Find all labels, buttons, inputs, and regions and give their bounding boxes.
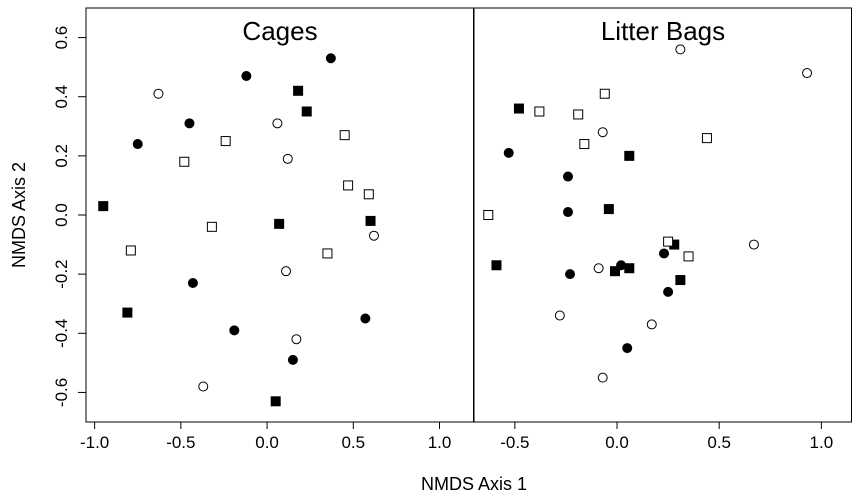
panel-frame bbox=[473, 7, 852, 423]
filled-square-point bbox=[270, 396, 281, 407]
filled-square-point bbox=[122, 307, 133, 318]
y-tick-label: -0.4 bbox=[52, 319, 71, 348]
open-circle-point bbox=[153, 88, 164, 99]
open-circle-point bbox=[291, 334, 302, 345]
filled-square-point bbox=[675, 275, 686, 286]
y-axis-title: NMDS Axis 2 bbox=[9, 162, 29, 268]
open-circle-point bbox=[272, 118, 283, 129]
open-circle-point bbox=[748, 239, 759, 250]
open-circle-point bbox=[281, 266, 292, 277]
filled-circle-point bbox=[503, 147, 514, 158]
x-tick-label: 0.5 bbox=[707, 433, 731, 452]
filled-circle-point bbox=[132, 139, 143, 150]
y-tick-label: 0.2 bbox=[52, 144, 71, 168]
panel-litter-bags: Litter Bags -0.5 0.0 0.5 1.0 bbox=[473, 7, 852, 452]
filled-circle-point bbox=[622, 343, 633, 354]
filled-square-point bbox=[624, 150, 635, 161]
open-square-point bbox=[573, 109, 584, 120]
y-tick-label: 0.6 bbox=[52, 26, 71, 50]
open-square-point bbox=[534, 106, 545, 117]
filled-square-point bbox=[293, 85, 304, 96]
filled-circle-point bbox=[325, 53, 336, 64]
x-tick-label: 0.0 bbox=[255, 433, 279, 452]
filled-square-point bbox=[274, 218, 285, 229]
open-square-point bbox=[339, 130, 350, 141]
open-circle-point bbox=[597, 127, 608, 138]
filled-circle-point bbox=[659, 248, 670, 259]
open-circle-point bbox=[646, 319, 657, 330]
open-square-point bbox=[483, 210, 494, 220]
y-tick-label: 0.0 bbox=[52, 203, 71, 227]
filled-square-point bbox=[624, 263, 635, 274]
open-circle-point bbox=[597, 372, 608, 383]
x-tick-label: 1.0 bbox=[810, 433, 834, 452]
open-square-point bbox=[599, 88, 610, 99]
x-tick-label: -0.5 bbox=[166, 433, 195, 452]
open-square-point bbox=[322, 248, 333, 259]
open-square-point bbox=[343, 180, 354, 191]
y-axis: -0.6 -0.4 -0.2 0.0 0.2 0.4 0.6 bbox=[52, 26, 87, 407]
filled-circle-point bbox=[565, 269, 576, 280]
open-square-point bbox=[179, 156, 190, 167]
filled-circle-point bbox=[184, 118, 195, 129]
x-tick-label: 0.0 bbox=[605, 433, 629, 452]
open-circle-point bbox=[802, 68, 813, 79]
filled-circle-point bbox=[663, 286, 674, 297]
open-square-point bbox=[683, 251, 694, 262]
open-square-point bbox=[220, 136, 231, 147]
x-tick-label: 0.5 bbox=[341, 433, 365, 452]
x-tick-label: -1.0 bbox=[80, 433, 109, 452]
x-tick-label: -0.5 bbox=[500, 433, 529, 452]
filled-circle-point bbox=[562, 207, 573, 218]
y-tick-label: -0.6 bbox=[52, 378, 71, 407]
open-square-point bbox=[125, 245, 136, 256]
x-tick-label: 1.0 bbox=[428, 433, 452, 452]
panel-title: Cages bbox=[242, 16, 317, 46]
filled-square-point bbox=[365, 215, 376, 226]
panel-title: Litter Bags bbox=[601, 16, 725, 46]
filled-circle-point bbox=[360, 313, 371, 324]
panel-cages: Cages -1.0 -0.5 0.0 0.5 1.0 bbox=[80, 7, 474, 452]
open-circle-point bbox=[593, 263, 604, 274]
filled-circle-point bbox=[287, 354, 298, 365]
filled-square-point bbox=[609, 266, 620, 277]
filled-circle-point bbox=[562, 171, 573, 182]
filled-square-point bbox=[603, 204, 614, 215]
open-square-point bbox=[363, 189, 374, 200]
open-circle-point bbox=[554, 310, 565, 321]
open-square-point bbox=[663, 236, 674, 247]
open-square-point bbox=[579, 139, 590, 150]
open-square-point bbox=[701, 133, 712, 144]
y-tick-label: 0.4 bbox=[52, 85, 71, 109]
open-circle-point bbox=[368, 230, 379, 241]
open-circle-point bbox=[198, 381, 209, 392]
x-axis-title: NMDS Axis 1 bbox=[421, 474, 527, 494]
open-circle-point bbox=[675, 44, 686, 55]
y-tick-label: -0.2 bbox=[52, 259, 71, 288]
filled-circle-point bbox=[241, 71, 252, 82]
filled-circle-point bbox=[229, 325, 240, 336]
open-circle-point bbox=[282, 153, 293, 164]
panel-frame bbox=[85, 7, 474, 423]
filled-square-point bbox=[98, 201, 109, 212]
filled-circle-point bbox=[187, 278, 198, 289]
filled-square-point bbox=[491, 260, 502, 271]
filled-square-point bbox=[513, 103, 524, 114]
filled-square-point bbox=[301, 106, 312, 117]
open-square-point bbox=[206, 221, 217, 232]
